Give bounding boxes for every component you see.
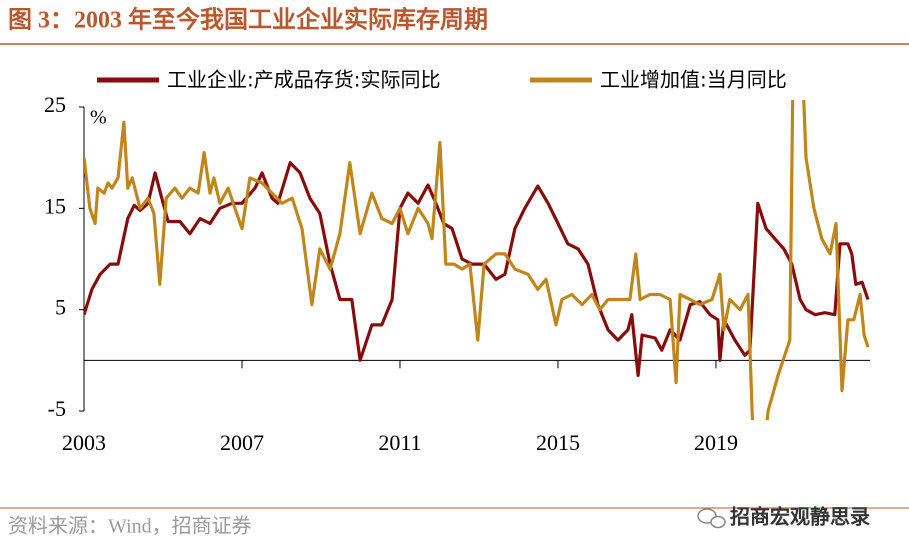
y-tick-label: -5 [48, 396, 66, 421]
series [84, 161, 870, 378]
source: 资料来源：Wind，招商证券 [8, 515, 252, 538]
x-tick-label: 2019 [694, 430, 738, 455]
y-axis-label: % [90, 107, 107, 129]
x-tick-label: 2003 [62, 430, 106, 455]
series [84, 100, 870, 420]
x-tick-label: 2011 [378, 430, 421, 455]
y-tick-label: 15 [44, 193, 66, 218]
chart-title: 图 3：2003 年至今我国工业企业实际库存周期 [8, 6, 488, 34]
x-tick-label: 2015 [536, 430, 580, 455]
series-line [84, 100, 870, 420]
y-tick-label: 5 [55, 295, 66, 320]
x-tick-label: 2007 [220, 430, 264, 455]
series-line [84, 161, 870, 378]
watermark: 招商宏观静思录 [730, 505, 870, 529]
legend-label: 工业企业:产成品存货:实际同比 [167, 68, 440, 92]
watermark-icon [697, 508, 726, 529]
y-tick-label: 25 [44, 92, 66, 117]
legend-label: 工业增加值:当月同比 [600, 68, 787, 92]
